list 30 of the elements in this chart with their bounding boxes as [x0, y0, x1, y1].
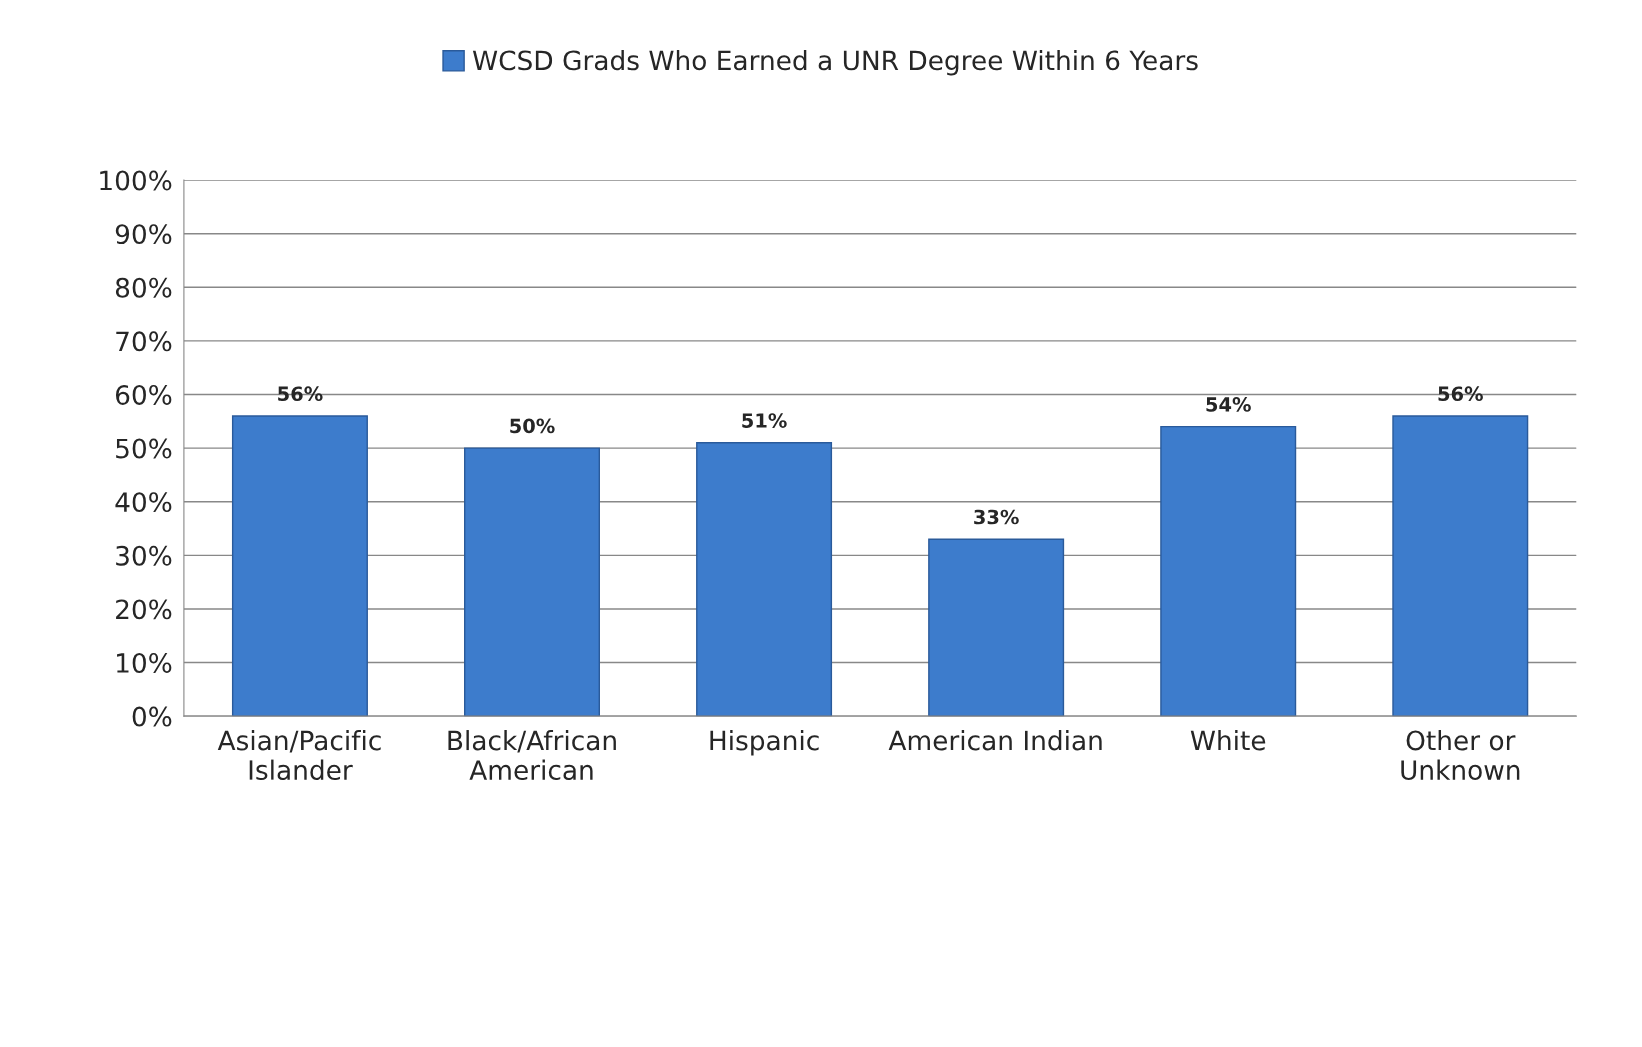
- data-label: 50%: [510, 418, 555, 434]
- bar: [464, 447, 601, 717]
- data-label: 56%: [278, 386, 323, 402]
- bar: [928, 538, 1065, 717]
- x-tick-label: White: [1190, 730, 1266, 751]
- y-tick-label: 60%: [115, 384, 172, 405]
- y-tick-label: 80%: [115, 277, 172, 298]
- y-tick-label: 100%: [100, 170, 172, 191]
- bar: [1392, 415, 1529, 717]
- x-tick-label: Other or Unknown: [1401, 730, 1520, 781]
- y-tick-label: 10%: [117, 652, 172, 673]
- bar: [1160, 425, 1297, 717]
- bar: [231, 415, 368, 717]
- x-tick-label: Asian/Pacific Islander: [217, 730, 381, 781]
- y-tick-label: 20%: [116, 599, 172, 620]
- y-tick-label: 50%: [116, 438, 172, 459]
- data-label: 33%: [974, 509, 1019, 525]
- x-tick-label: Black/African American: [448, 730, 616, 781]
- bar: [696, 442, 833, 717]
- y-tick-label: 30%: [116, 545, 172, 566]
- legend-label: WCSD Grads Who Earned a UNR Degree Within 6 Years: [472, 49, 1198, 76]
- y-tick-label: 40%: [115, 492, 172, 513]
- y-tick-label: 0%: [132, 706, 172, 727]
- data-label: 56%: [1438, 386, 1483, 402]
- x-tick-label: Hispanic: [710, 730, 819, 756]
- data-label: 51%: [742, 413, 787, 428]
- y-tick-label: 90%: [115, 224, 172, 245]
- data-label: 54%: [1206, 397, 1251, 412]
- y-tick-label: 70%: [116, 331, 172, 352]
- x-tick-label: American Indian: [888, 730, 1102, 751]
